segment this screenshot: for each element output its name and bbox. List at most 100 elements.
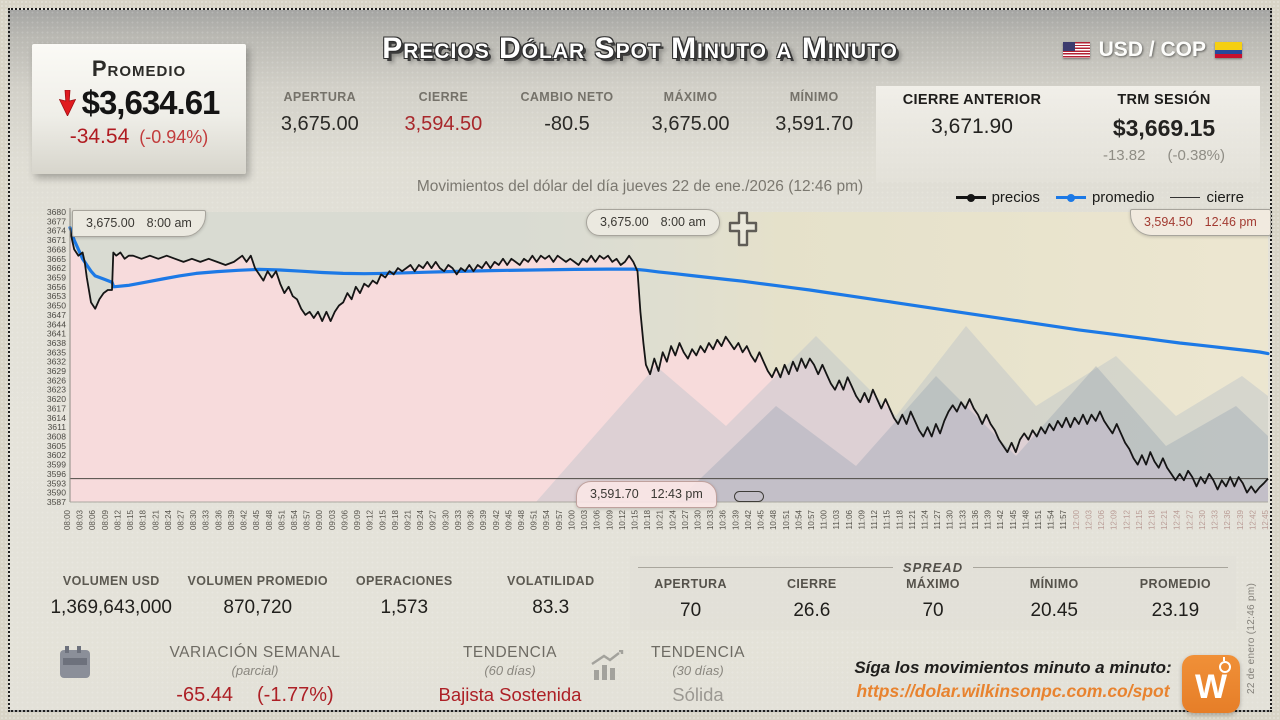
svg-text:3677: 3677 <box>47 216 66 226</box>
svg-text:3659: 3659 <box>47 272 66 282</box>
variacion-abs: -65.44 <box>176 684 233 706</box>
svg-text:08:18: 08:18 <box>139 509 148 530</box>
svg-text:3671: 3671 <box>47 235 66 245</box>
svg-text:08:00: 08:00 <box>63 509 72 530</box>
svg-text:09:48: 09:48 <box>517 509 526 530</box>
svg-text:12:36: 12:36 <box>1223 509 1232 530</box>
trm-change-abs: -13.82 <box>1102 147 1146 164</box>
follow-url-link[interactable]: https://dolar.wilkinsonpc.com.co/spot <box>856 681 1170 701</box>
callout-last: 3,594.50 12:46 pm <box>1130 209 1271 236</box>
svg-text:09:30: 09:30 <box>441 509 450 530</box>
price-chart[interactable]: 3680367736743671366836653662365936563653… <box>36 206 1274 560</box>
svg-text:08:51: 08:51 <box>277 509 286 530</box>
promedio-change: -34.54 (-0.94%) <box>32 125 246 149</box>
svg-text:11:33: 11:33 <box>958 509 967 529</box>
legend-cierre: cierre <box>1170 189 1244 206</box>
svg-text:09:09: 09:09 <box>353 509 362 530</box>
divider <box>973 567 1228 568</box>
svg-text:11:48: 11:48 <box>1021 509 1030 529</box>
callout-max: 3,675.00 8:00 am <box>586 209 720 236</box>
svg-text:3656: 3656 <box>47 282 66 292</box>
svg-text:10:30: 10:30 <box>694 509 703 530</box>
svg-text:3644: 3644 <box>47 319 66 329</box>
svg-text:3626: 3626 <box>47 375 66 385</box>
svg-text:11:57: 11:57 <box>1059 509 1068 529</box>
stat-value: 3,675.00 <box>280 113 359 135</box>
svg-text:11:39: 11:39 <box>984 509 993 529</box>
legend-label: precios <box>991 189 1040 206</box>
svg-text:11:06: 11:06 <box>845 509 854 529</box>
svg-text:3653: 3653 <box>47 291 66 301</box>
spread-cierre: CIERRE 26.6 <box>751 577 872 622</box>
trm-change: -13.82 (-0.38%) <box>1068 147 1260 164</box>
svg-text:3614: 3614 <box>47 413 66 423</box>
svg-text:11:15: 11:15 <box>883 509 892 529</box>
svg-text:08:24: 08:24 <box>164 509 173 530</box>
stat-value: 70 <box>922 600 944 621</box>
svg-text:09:36: 09:36 <box>467 509 476 530</box>
svg-text:08:06: 08:06 <box>88 509 97 530</box>
svg-text:3632: 3632 <box>47 357 66 367</box>
stat-label: MÁXIMO <box>906 577 960 591</box>
magnifier-icon <box>1219 657 1231 673</box>
stat-label: MÁXIMO <box>663 90 718 104</box>
svg-text:3638: 3638 <box>47 338 66 348</box>
trend-chart-icon <box>591 650 624 680</box>
svg-text:10:48: 10:48 <box>769 509 778 530</box>
svg-text:3617: 3617 <box>47 403 66 413</box>
svg-text:11:30: 11:30 <box>946 509 955 529</box>
legend-label: promedio <box>1091 189 1155 206</box>
svg-text:09:12: 09:12 <box>366 509 375 530</box>
stat-label: MÍNIMO <box>789 90 839 104</box>
svg-text:11:27: 11:27 <box>933 509 942 529</box>
cierre-anterior-block: CIERRE ANTERIOR 3,671.90 <box>876 86 1068 182</box>
down-arrow-icon <box>58 90 76 116</box>
svg-text:09:24: 09:24 <box>416 509 425 530</box>
wilkinsonpc-logo[interactable]: W <box>1182 655 1240 713</box>
svg-text:12:21: 12:21 <box>1160 509 1169 530</box>
svg-text:08:03: 08:03 <box>76 509 85 530</box>
cierre-anterior-value: 3,671.90 <box>931 115 1013 138</box>
stat-value: 23.19 <box>1151 600 1200 621</box>
currency-pair: USD / COP <box>1062 38 1242 62</box>
callout-open: 3,675.00 8:00 am <box>72 210 206 237</box>
stat-label: APERTURA <box>654 577 727 591</box>
svg-text:11:36: 11:36 <box>971 509 980 529</box>
svg-text:12:30: 12:30 <box>1198 509 1207 530</box>
svg-text:09:21: 09:21 <box>403 509 412 530</box>
trm-value: $3,669.15 <box>1112 115 1216 141</box>
svg-text:09:51: 09:51 <box>530 509 539 530</box>
svg-text:09:00: 09:00 <box>315 509 324 530</box>
tendencia-sub: (30 días) <box>672 663 724 678</box>
svg-text:12:45: 12:45 <box>1261 509 1270 530</box>
stat-volumen-usd: VOLUMEN USD 1,369,643,000 <box>38 574 185 619</box>
variacion-semanal-block: VARIACIÓN SEMANAL (parcial) -65.44 (-1.77… <box>105 644 405 707</box>
cierre-anterior-label: CIERRE ANTERIOR <box>902 92 1042 108</box>
tendencia-value: Sólida <box>672 684 724 705</box>
svg-text:10:42: 10:42 <box>744 509 753 530</box>
stat-label: CIERRE <box>418 90 469 104</box>
svg-text:3623: 3623 <box>47 385 66 395</box>
svg-text:09:54: 09:54 <box>542 509 551 530</box>
svg-text:12:06: 12:06 <box>1097 509 1106 530</box>
svg-text:09:15: 09:15 <box>378 509 387 530</box>
colombia-flag-icon <box>1215 42 1242 58</box>
svg-text:09:57: 09:57 <box>555 509 564 530</box>
svg-text:3593: 3593 <box>47 478 66 488</box>
stat-value: 870,720 <box>223 597 293 618</box>
stat-value: 20.45 <box>1030 600 1078 621</box>
stat-value: 1,369,643,000 <box>50 597 172 618</box>
svg-text:10:00: 10:00 <box>567 509 576 530</box>
promedio-card: Promedio $3,634.61 -34.54 (-0.94%) <box>32 44 246 174</box>
svg-text:08:54: 08:54 <box>290 509 299 530</box>
svg-text:12:24: 12:24 <box>1173 509 1182 530</box>
legend-promedio: promedio <box>1055 189 1155 206</box>
promedio-change-abs: -34.54 <box>69 125 130 148</box>
svg-text:3662: 3662 <box>47 263 66 273</box>
svg-text:08:27: 08:27 <box>176 509 185 530</box>
svg-text:3668: 3668 <box>47 244 66 254</box>
follow-text: Síga los movimientos minuto a minuto: <box>854 658 1172 677</box>
callout-time: 12:43 pm <box>650 487 703 501</box>
promedio-line-swatch <box>1055 193 1086 202</box>
stat-label: VOLUMEN PROMEDIO <box>187 574 328 588</box>
